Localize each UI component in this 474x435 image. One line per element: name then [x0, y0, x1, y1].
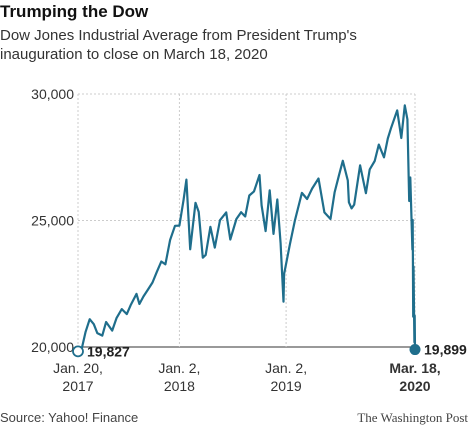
- x-tick-label: Mar. 18,: [389, 360, 440, 376]
- chart-subtitle: Dow Jones Industrial Average from Presid…: [0, 27, 357, 63]
- x-tick-label: Jan. 20,: [53, 360, 103, 376]
- source-note: Source: Yahoo! Finance: [0, 410, 139, 425]
- dow-series-line: [76, 104, 417, 353]
- label-layer: 19,827 19,899: [72, 342, 467, 359]
- x-tick-label: 2020: [399, 378, 430, 394]
- x-tick-label: 2019: [271, 378, 302, 394]
- page-title: Trumping the Dow: [0, 2, 149, 21]
- x-tick-layer: Jan. 20, 2017 Jan. 2, 2018 Jan. 2, 2019 Mar. 1…: [53, 360, 441, 394]
- end-point-marker: [409, 344, 421, 356]
- x-tick-label: 2018: [164, 378, 195, 394]
- x-tick-label: Jan. 2,: [265, 360, 307, 376]
- y-tick-label: 25,000: [31, 213, 74, 229]
- dow-line-chart: Jan. 20, 2017 Jan. 2, 2018 Jan. 2, 2019 Mar. 1…: [31, 86, 467, 394]
- x-tick-label: Jan. 2,: [158, 360, 200, 376]
- grid-layer: [77, 93, 416, 348]
- y-tick-label: 20,000: [31, 339, 74, 355]
- start-point-marker: [72, 345, 84, 358]
- credit-note: The Washington Post: [357, 410, 468, 425]
- start-value-label: 19,827: [87, 343, 130, 359]
- y-tick-layer: 20,000 25,000 30,000: [31, 86, 74, 355]
- end-value-label: 19,899: [424, 342, 467, 358]
- y-tick-label: 30,000: [31, 86, 74, 102]
- line-layer: [76, 104, 417, 353]
- x-tick-label: 2017: [62, 378, 93, 394]
